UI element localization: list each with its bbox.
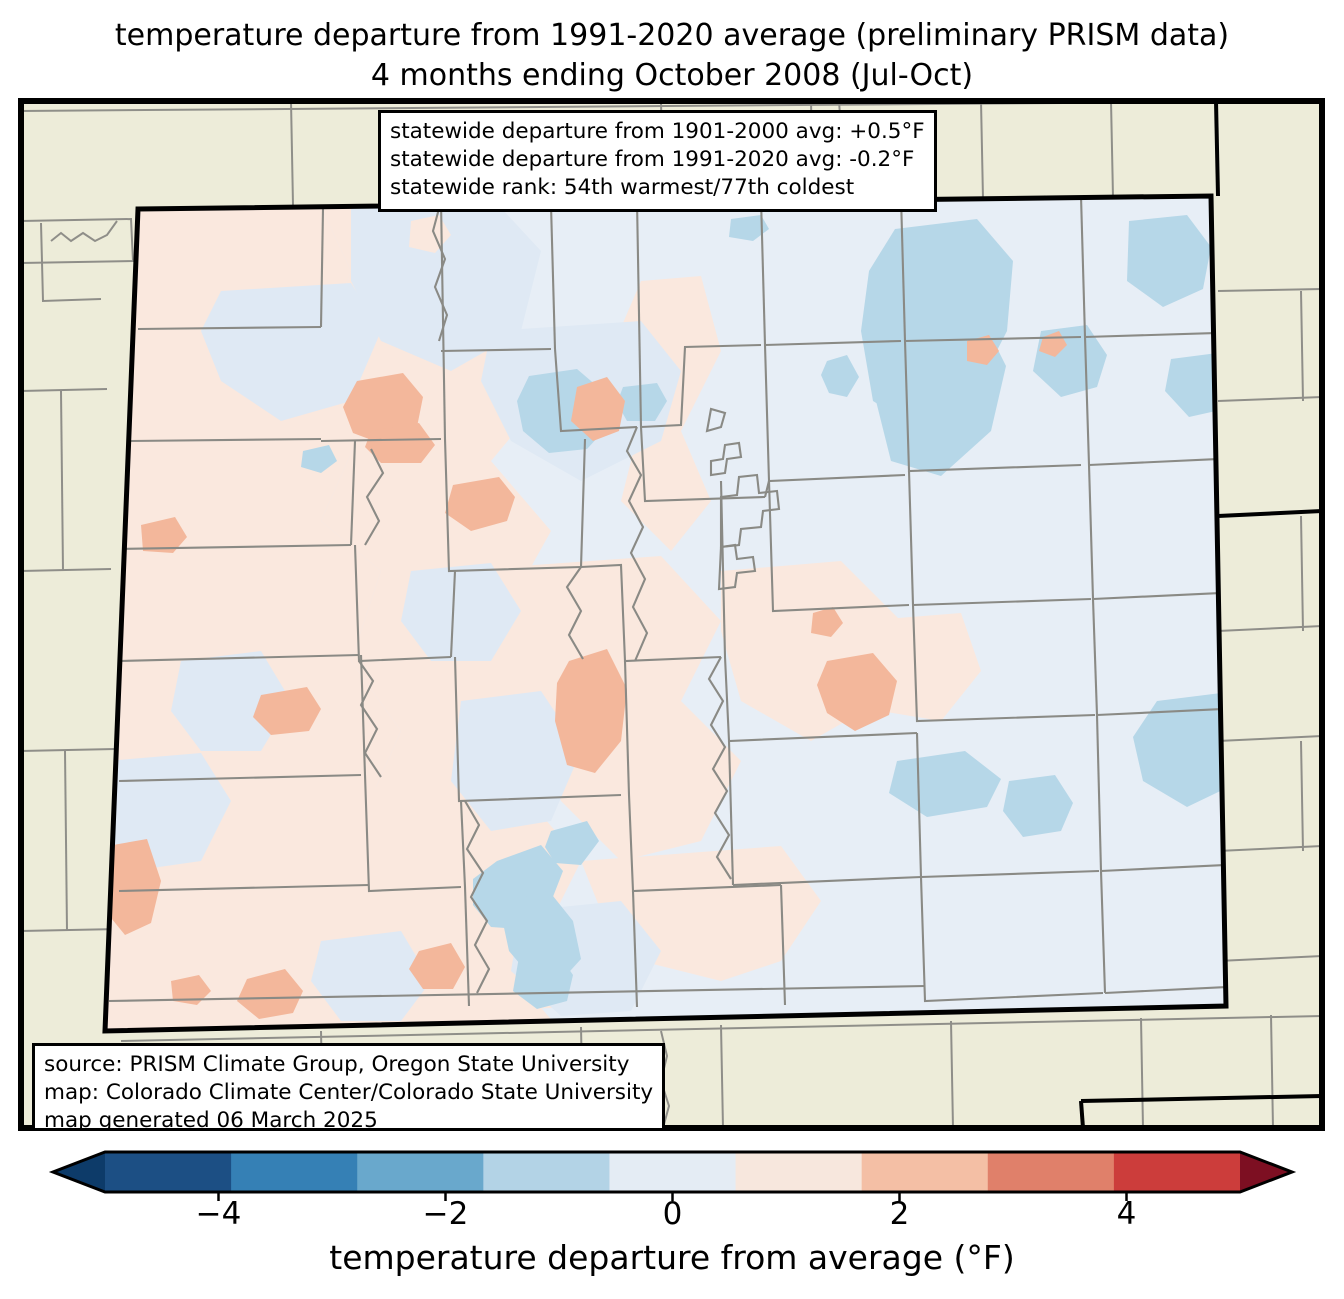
- colorado-temperature-anomaly-map: [21, 101, 1322, 1128]
- colorbar-band: [1113, 1152, 1241, 1192]
- colorbar-outline: [48, 1150, 1297, 1194]
- colorbar: [0, 1146, 1344, 1206]
- colorbar-band: [231, 1152, 358, 1192]
- title-line-1: temperature departure from 1991-2020 ave…: [114, 18, 1230, 53]
- colorbar-band: [609, 1152, 737, 1192]
- colorbar-tick-label: −2: [422, 1196, 469, 1232]
- colorbar-tick-label: 4: [1116, 1196, 1137, 1232]
- colorbar-tick-label: 2: [889, 1196, 910, 1232]
- colorbar-under-arrow: [53, 1152, 105, 1192]
- colorado-county-lines: [108, 196, 1226, 1008]
- source-credits-box: source: PRISM Climate Group, Oregon Stat…: [32, 1043, 666, 1131]
- neighboring-state-borders: [1079, 101, 1322, 1128]
- colorbar-band: [987, 1152, 1115, 1192]
- colorbar-over-arrow: [1240, 1152, 1292, 1192]
- colorbar-tick-label: 0: [662, 1196, 683, 1232]
- colorado-anomaly-field: [105, 196, 1226, 1031]
- colorbar-tick-label: −4: [195, 1196, 242, 1232]
- map-frame-border: [21, 101, 1322, 1128]
- stat-statewide-rank: statewide rank: 54th warmest/77th coldes…: [390, 174, 855, 200]
- stat-departure-1901-2000: statewide departure from 1901-2000 avg: …: [390, 119, 925, 144]
- colorbar-tick-labels: −4 −2 0 2 4: [0, 1196, 1344, 1240]
- colorbar-axis-label: temperature departure from average (°F): [329, 1238, 1015, 1277]
- colorbar-band: [483, 1152, 611, 1192]
- title-line-2: 4 months ending October 2008 (Jul-Oct): [370, 57, 974, 93]
- statewide-stats-box: statewide departure from 1901-2000 avg: …: [378, 110, 937, 212]
- colorbar-band: [105, 1152, 232, 1192]
- colorbar-band: [357, 1152, 484, 1192]
- colorbar-band: [735, 1152, 863, 1192]
- map-credit-line: map: Colorado Climate Center/Colorado St…: [44, 1079, 654, 1105]
- colorbar-band: [861, 1152, 989, 1192]
- map-generated-line: map generated 06 March 2025: [44, 1107, 378, 1131]
- source-line: source: PRISM Climate Group, Oregon Stat…: [44, 1052, 630, 1077]
- stat-departure-1991-2020: statewide departure from 1991-2020 avg: …: [390, 146, 915, 172]
- page-title: temperature departure from 1991-2020 ave…: [0, 16, 1344, 96]
- colorbar-swatches: [48, 1150, 1297, 1201]
- map-canvas: statewide departure from 1901-2000 avg: …: [18, 98, 1325, 1131]
